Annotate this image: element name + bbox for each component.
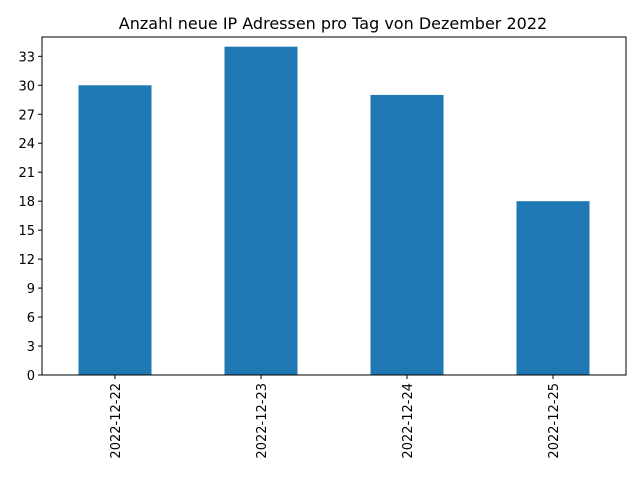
y-tick-label: 0 [27,369,35,384]
x-axis-ticks: 2022-12-22 2022-12-23 2022-12-24 2022-12-25 [109,375,562,459]
y-tick-label: 21 [18,166,35,181]
y-tick-label: 9 [27,282,35,297]
x-tick-label: 2022-12-24 [401,383,416,459]
bar-2022-12-24 [370,94,444,375]
x-tick-label: 2022-12-23 [255,383,270,459]
y-tick-label: 15 [18,224,35,239]
x-tick-label: 2022-12-25 [547,383,562,459]
y-axis-ticks: 0 3 6 9 12 15 18 21 24 27 30 33 [18,50,42,384]
y-tick-label: 6 [27,311,35,326]
y-tick-label: 3 [27,340,35,355]
y-tick-label: 24 [18,137,35,152]
x-tick-label: 2022-12-22 [109,383,124,459]
y-tick-label: 27 [18,108,35,123]
y-tick-label: 33 [18,50,35,65]
bar-2022-12-23 [224,46,298,376]
chart-title: Anzahl neue IP Adressen pro Tag von Deze… [119,14,547,33]
plot-frame [41,36,627,376]
y-tick-label: 18 [18,195,35,210]
y-tick-label: 30 [18,79,35,94]
y-tick-label: 12 [18,253,35,268]
bar-2022-12-25 [516,201,590,375]
bar-2022-12-22 [78,85,152,376]
bars-group [78,46,590,376]
